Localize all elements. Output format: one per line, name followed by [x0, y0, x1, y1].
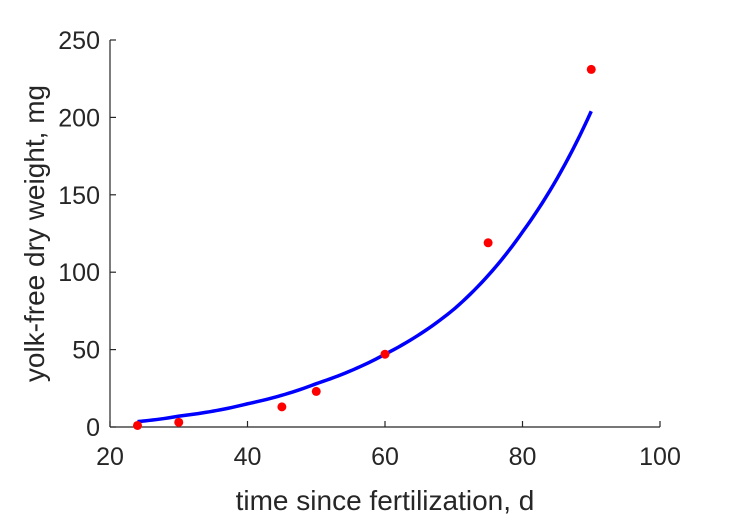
data-point — [380, 349, 390, 359]
data-point — [586, 64, 596, 74]
y-tick-label: 50 — [72, 337, 100, 365]
fit-curve-layer — [137, 110, 593, 424]
y-tick-label: 150 — [58, 182, 100, 210]
x-tick-label: 40 — [234, 443, 262, 471]
data-point — [277, 402, 287, 412]
y-tick-label: 200 — [58, 104, 100, 132]
x-axis-label: time since fertilization, d — [236, 485, 535, 516]
y-axis-label: yolk-free dry weight, mg — [19, 85, 50, 382]
x-tick-label: 60 — [371, 443, 399, 471]
y-tick-label: 100 — [58, 259, 100, 287]
data-point — [133, 420, 142, 430]
y-tick-label: 250 — [58, 27, 100, 55]
x-tick-label: 20 — [96, 443, 124, 471]
axes: 20 40 60 80 100 0 50 100 150 200 250 — [58, 27, 681, 471]
data-point — [483, 238, 493, 248]
data-point — [174, 417, 184, 427]
x-tick-label: 100 — [639, 443, 681, 471]
data-point — [311, 386, 321, 396]
data-points-layer — [133, 64, 596, 430]
fit-curve — [137, 110, 593, 424]
y-tick-label: 0 — [86, 414, 100, 442]
x-tick-label: 80 — [509, 443, 537, 471]
